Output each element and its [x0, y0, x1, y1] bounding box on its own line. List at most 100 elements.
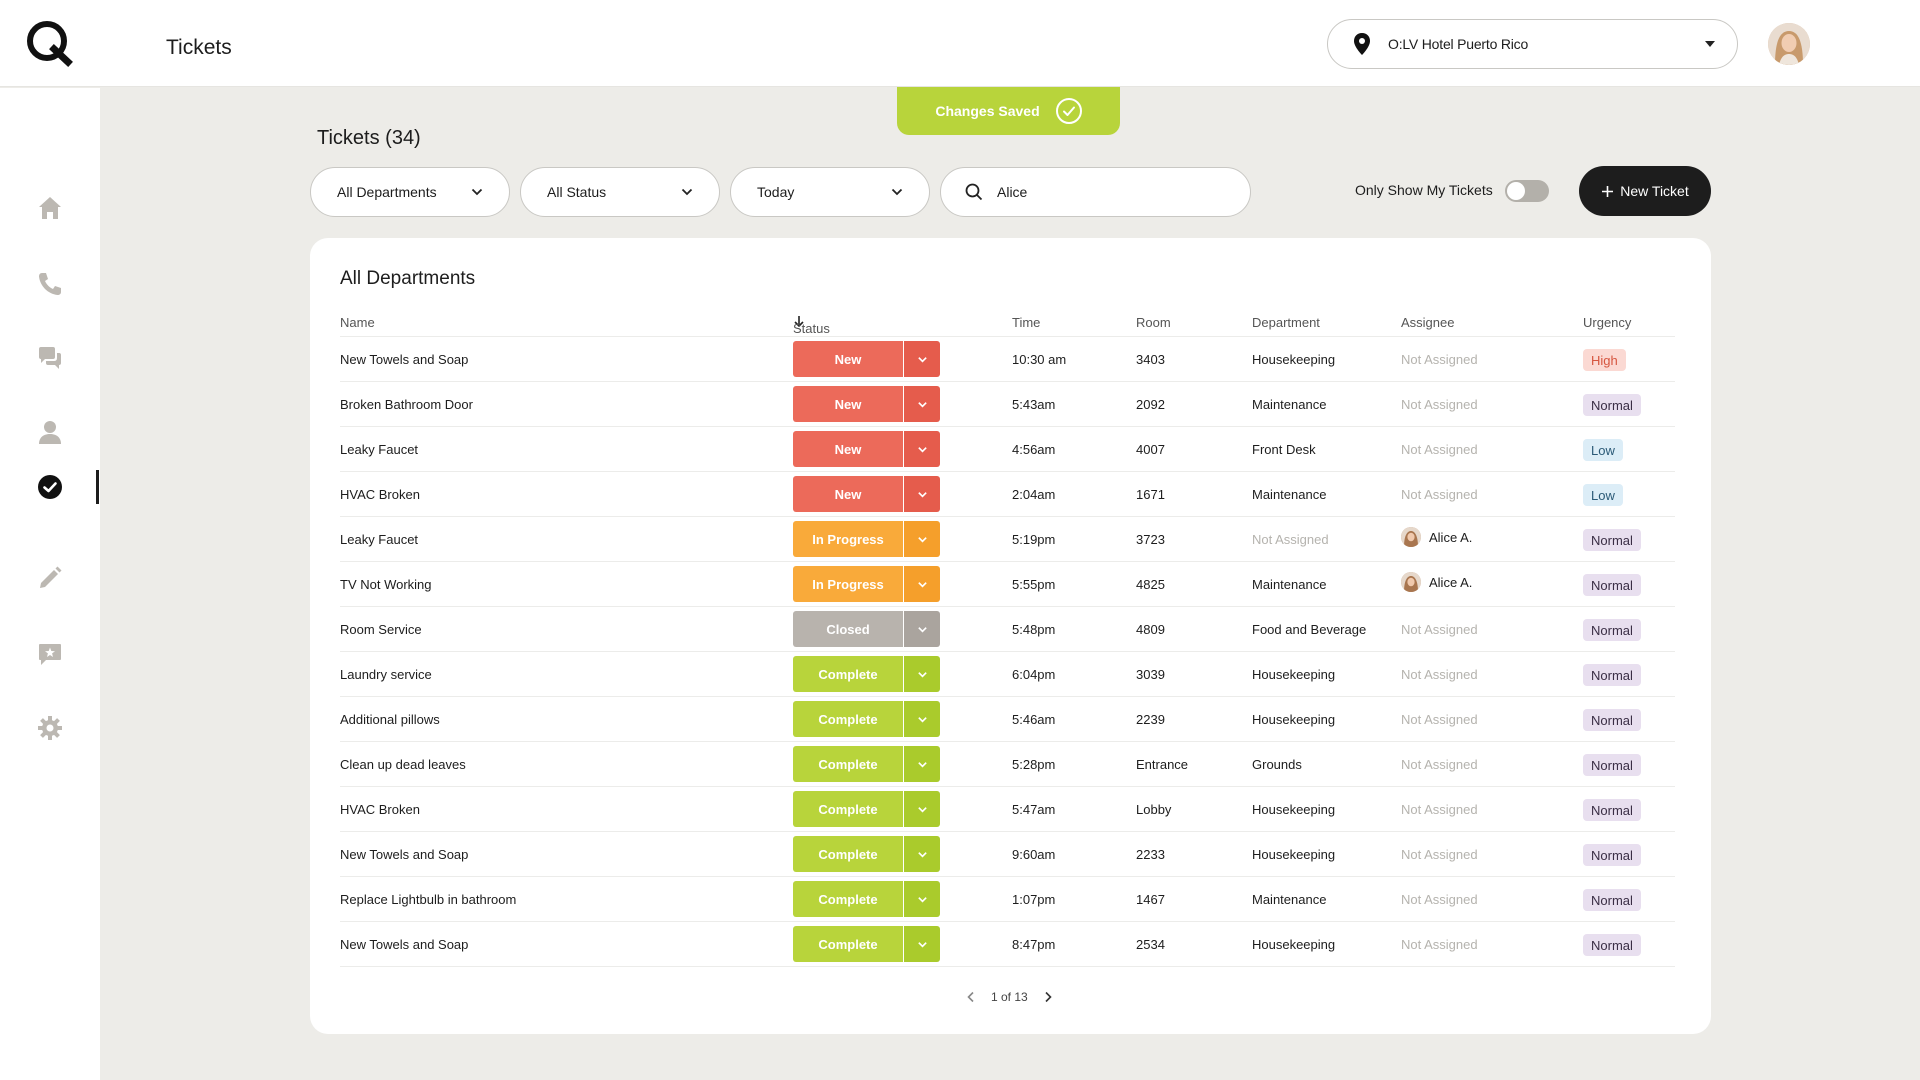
status-dropdown-toggle[interactable] — [904, 746, 940, 782]
ticket-assignee[interactable]: Alice A. — [1401, 527, 1472, 547]
status-dropdown-toggle[interactable] — [904, 701, 940, 737]
ticket-assignee[interactable]: Not Assigned — [1401, 397, 1478, 412]
urgency-badge: High — [1583, 349, 1626, 371]
department-filter[interactable]: All Departments — [310, 167, 510, 217]
col-name-header[interactable]: Name — [340, 315, 375, 330]
status-badge[interactable]: Complete — [793, 881, 903, 917]
status-badge[interactable]: Closed — [793, 611, 903, 647]
table-row[interactable]: Leaky Faucet In Progress 5:19pm 3723 Not Ass… — [340, 517, 1675, 562]
user-icon — [39, 421, 61, 444]
table-row[interactable]: New Towels and Soap Complete 9:60am 2233 Hou… — [340, 832, 1675, 877]
status-dropdown[interactable]: Complete — [793, 926, 940, 962]
status-badge[interactable]: In Progress — [793, 566, 903, 602]
status-dropdown-toggle[interactable] — [904, 791, 940, 827]
sidebar-item-calls[interactable] — [30, 264, 70, 304]
status-badge[interactable]: Complete — [793, 746, 903, 782]
status-badge[interactable]: New — [793, 341, 903, 377]
only-my-tickets-toggle[interactable] — [1505, 180, 1549, 202]
ticket-assignee[interactable]: Not Assigned — [1401, 892, 1478, 907]
status-dropdown[interactable]: Complete — [793, 656, 940, 692]
col-assignee-header[interactable]: Assignee — [1401, 315, 1455, 330]
sidebar-item-feedback[interactable] — [30, 634, 70, 674]
sidebar-item-notes[interactable] — [30, 558, 70, 598]
status-badge[interactable]: In Progress — [793, 521, 903, 557]
table-row[interactable]: HVAC Broken Complete 5:47am Lobby Housekeepi… — [340, 787, 1675, 832]
table-row[interactable]: Leaky Faucet New 4:56am 4007 Front Desk Not A… — [340, 427, 1675, 472]
search-input[interactable] — [997, 184, 1217, 200]
table-row[interactable]: Clean up dead leaves Complete 5:28pm Entran… — [340, 742, 1675, 787]
table-row[interactable]: Broken Bathroom Door New 5:43am 2092 Mainten… — [340, 382, 1675, 427]
status-dropdown[interactable]: Complete — [793, 746, 940, 782]
status-dropdown[interactable]: New — [793, 341, 940, 377]
new-ticket-button[interactable]: New Ticket — [1579, 166, 1711, 216]
status-dropdown-toggle[interactable] — [904, 881, 940, 917]
status-dropdown[interactable]: Complete — [793, 881, 940, 917]
sidebar-item-settings[interactable] — [30, 708, 70, 748]
col-room-header[interactable]: Room — [1136, 315, 1171, 330]
ticket-assignee[interactable]: Not Assigned — [1401, 622, 1478, 637]
table-row[interactable]: TV Not Working In Progress 5:55pm 4825 Maint… — [340, 562, 1675, 607]
status-dropdown-toggle[interactable] — [904, 386, 940, 422]
ticket-assignee[interactable]: Not Assigned — [1401, 442, 1478, 457]
status-dropdown[interactable]: Complete — [793, 836, 940, 872]
ticket-assignee[interactable]: Not Assigned — [1401, 487, 1478, 502]
app-logo[interactable] — [24, 18, 76, 70]
col-status-header[interactable]: Status — [793, 315, 830, 336]
table-row[interactable]: New Towels and Soap New 10:30 am 3403 Housek… — [340, 337, 1675, 382]
status-dropdown[interactable]: New — [793, 386, 940, 422]
sidebar-item-home[interactable] — [30, 188, 70, 228]
col-time-header[interactable]: Time — [1012, 315, 1041, 330]
ticket-assignee[interactable]: Alice A. — [1401, 572, 1472, 592]
table-row[interactable]: HVAC Broken New 2:04am 1671 Maintenance Not A… — [340, 472, 1675, 517]
status-dropdown[interactable]: In Progress — [793, 521, 940, 557]
ticket-assignee[interactable]: Not Assigned — [1401, 802, 1478, 817]
status-dropdown-toggle[interactable] — [904, 476, 940, 512]
status-badge[interactable]: New — [793, 431, 903, 467]
table-row[interactable]: Replace Lightbulb in bathroom Complete 1:0… — [340, 877, 1675, 922]
hotel-select[interactable]: O:LV Hotel Puerto Rico — [1327, 19, 1738, 69]
sidebar-item-tickets[interactable] — [30, 467, 70, 507]
ticket-assignee[interactable]: Not Assigned — [1401, 667, 1478, 682]
col-urgency-header[interactable]: Urgency — [1583, 315, 1632, 330]
chevron-right-icon[interactable] — [1042, 991, 1054, 1003]
table-row[interactable]: Additional pillows Complete 5:46am 2239 Hous… — [340, 697, 1675, 742]
status-dropdown[interactable]: Complete — [793, 701, 940, 737]
chevron-left-icon[interactable] — [965, 991, 977, 1003]
status-dropdown-toggle[interactable] — [904, 611, 940, 647]
sidebar-item-messages[interactable] — [30, 338, 70, 378]
ticket-assignee[interactable]: Not Assigned — [1401, 757, 1478, 772]
status-filter[interactable]: All Status — [520, 167, 720, 217]
ticket-assignee[interactable]: Not Assigned — [1401, 352, 1478, 367]
date-filter[interactable]: Today — [730, 167, 930, 217]
status-badge[interactable]: New — [793, 386, 903, 422]
search-box[interactable] — [940, 167, 1251, 217]
status-dropdown-toggle[interactable] — [904, 836, 940, 872]
status-badge[interactable]: New — [793, 476, 903, 512]
status-dropdown[interactable]: New — [793, 476, 940, 512]
ticket-assignee[interactable]: Not Assigned — [1401, 712, 1478, 727]
col-department-header[interactable]: Department — [1252, 315, 1320, 330]
status-dropdown-toggle[interactable] — [904, 566, 940, 602]
status-dropdown-toggle[interactable] — [904, 656, 940, 692]
status-dropdown-toggle[interactable] — [904, 521, 940, 557]
status-badge[interactable]: Complete — [793, 656, 903, 692]
status-dropdown-toggle[interactable] — [904, 341, 940, 377]
status-dropdown[interactable]: Complete — [793, 791, 940, 827]
ticket-assignee[interactable]: Not Assigned — [1401, 937, 1478, 952]
status-badge[interactable]: Complete — [793, 701, 903, 737]
ticket-assignee[interactable]: Not Assigned — [1401, 847, 1478, 862]
sidebar-item-guests[interactable] — [30, 412, 70, 452]
status-dropdown[interactable]: New — [793, 431, 940, 467]
status-dropdown[interactable]: In Progress — [793, 566, 940, 602]
table-row[interactable]: Laundry service Complete 6:04pm 3039 Houseke… — [340, 652, 1675, 697]
status-dropdown-toggle[interactable] — [904, 431, 940, 467]
status-badge[interactable]: Complete — [793, 791, 903, 827]
table-row[interactable]: Room Service Closed 5:48pm 4809 Food and Bev… — [340, 607, 1675, 652]
status-badge[interactable]: Complete — [793, 926, 903, 962]
table-row[interactable]: New Towels and Soap Complete 8:47pm 2534 Hou… — [340, 922, 1675, 967]
profile-avatar[interactable] — [1768, 23, 1810, 65]
table-header: Name Status Time Room Department Assigne… — [340, 309, 1675, 337]
status-dropdown-toggle[interactable] — [904, 926, 940, 962]
status-badge[interactable]: Complete — [793, 836, 903, 872]
status-dropdown[interactable]: Closed — [793, 611, 940, 647]
